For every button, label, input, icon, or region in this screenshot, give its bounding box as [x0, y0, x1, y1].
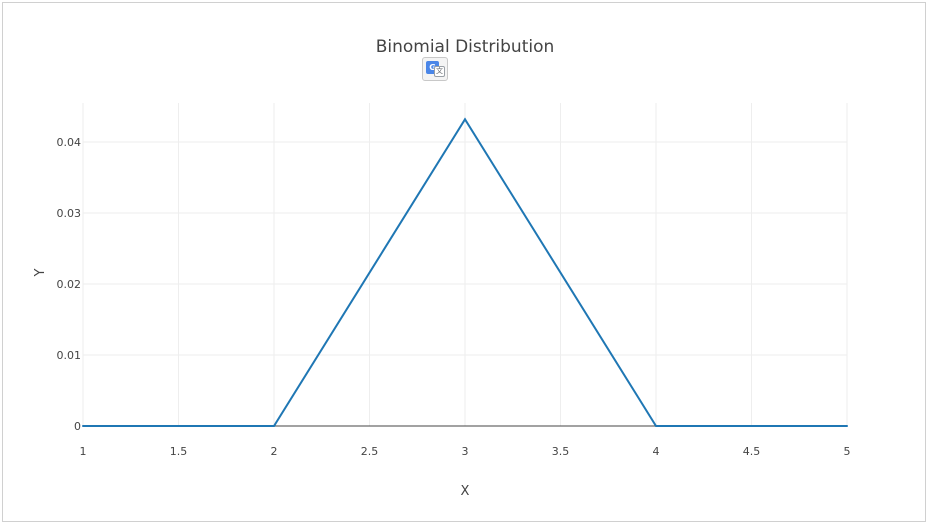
x-tick-label: 4.5	[743, 445, 761, 458]
x-tick-label: 4	[653, 445, 660, 458]
y-tick-label: 0.01	[57, 349, 82, 362]
series-layer	[82, 117, 848, 427]
data-point	[464, 118, 466, 121]
y-tick-label: 0.02	[57, 278, 82, 291]
chart-title: Binomial Distribution	[375, 37, 555, 57]
y-tick-label: 0.04	[57, 136, 82, 149]
x-tick-labels: 1 1.5 2 2.5 3 3.5 4 4.5 5	[80, 445, 851, 458]
x-axis-title: X	[461, 484, 470, 499]
x-tick-label: 1.5	[170, 445, 188, 458]
data-point	[846, 425, 848, 427]
y-tick-label: 0.03	[57, 207, 82, 220]
y-tick-labels: 0 0.01 0.02 0.03 0.04	[57, 136, 82, 433]
x-tick-label: 1	[80, 445, 87, 458]
x-tick-label: 2	[271, 445, 278, 458]
x-tick-label: 3	[462, 445, 469, 458]
x-gridlines	[82, 103, 848, 426]
data-point	[82, 425, 84, 427]
x-tick-label: 3.5	[552, 445, 570, 458]
y-tick-label: 0	[74, 420, 81, 433]
data-point	[655, 425, 657, 427]
google-translate-icon[interactable]: G 文	[422, 57, 448, 81]
translate-a-glyph: 文	[434, 66, 445, 77]
x-tick-label: 5	[844, 445, 851, 458]
x-tick-label: 2.5	[361, 445, 379, 458]
data-point	[273, 425, 275, 427]
y-gridlines	[83, 141, 847, 356]
y-axis-title: Y	[33, 268, 48, 277]
